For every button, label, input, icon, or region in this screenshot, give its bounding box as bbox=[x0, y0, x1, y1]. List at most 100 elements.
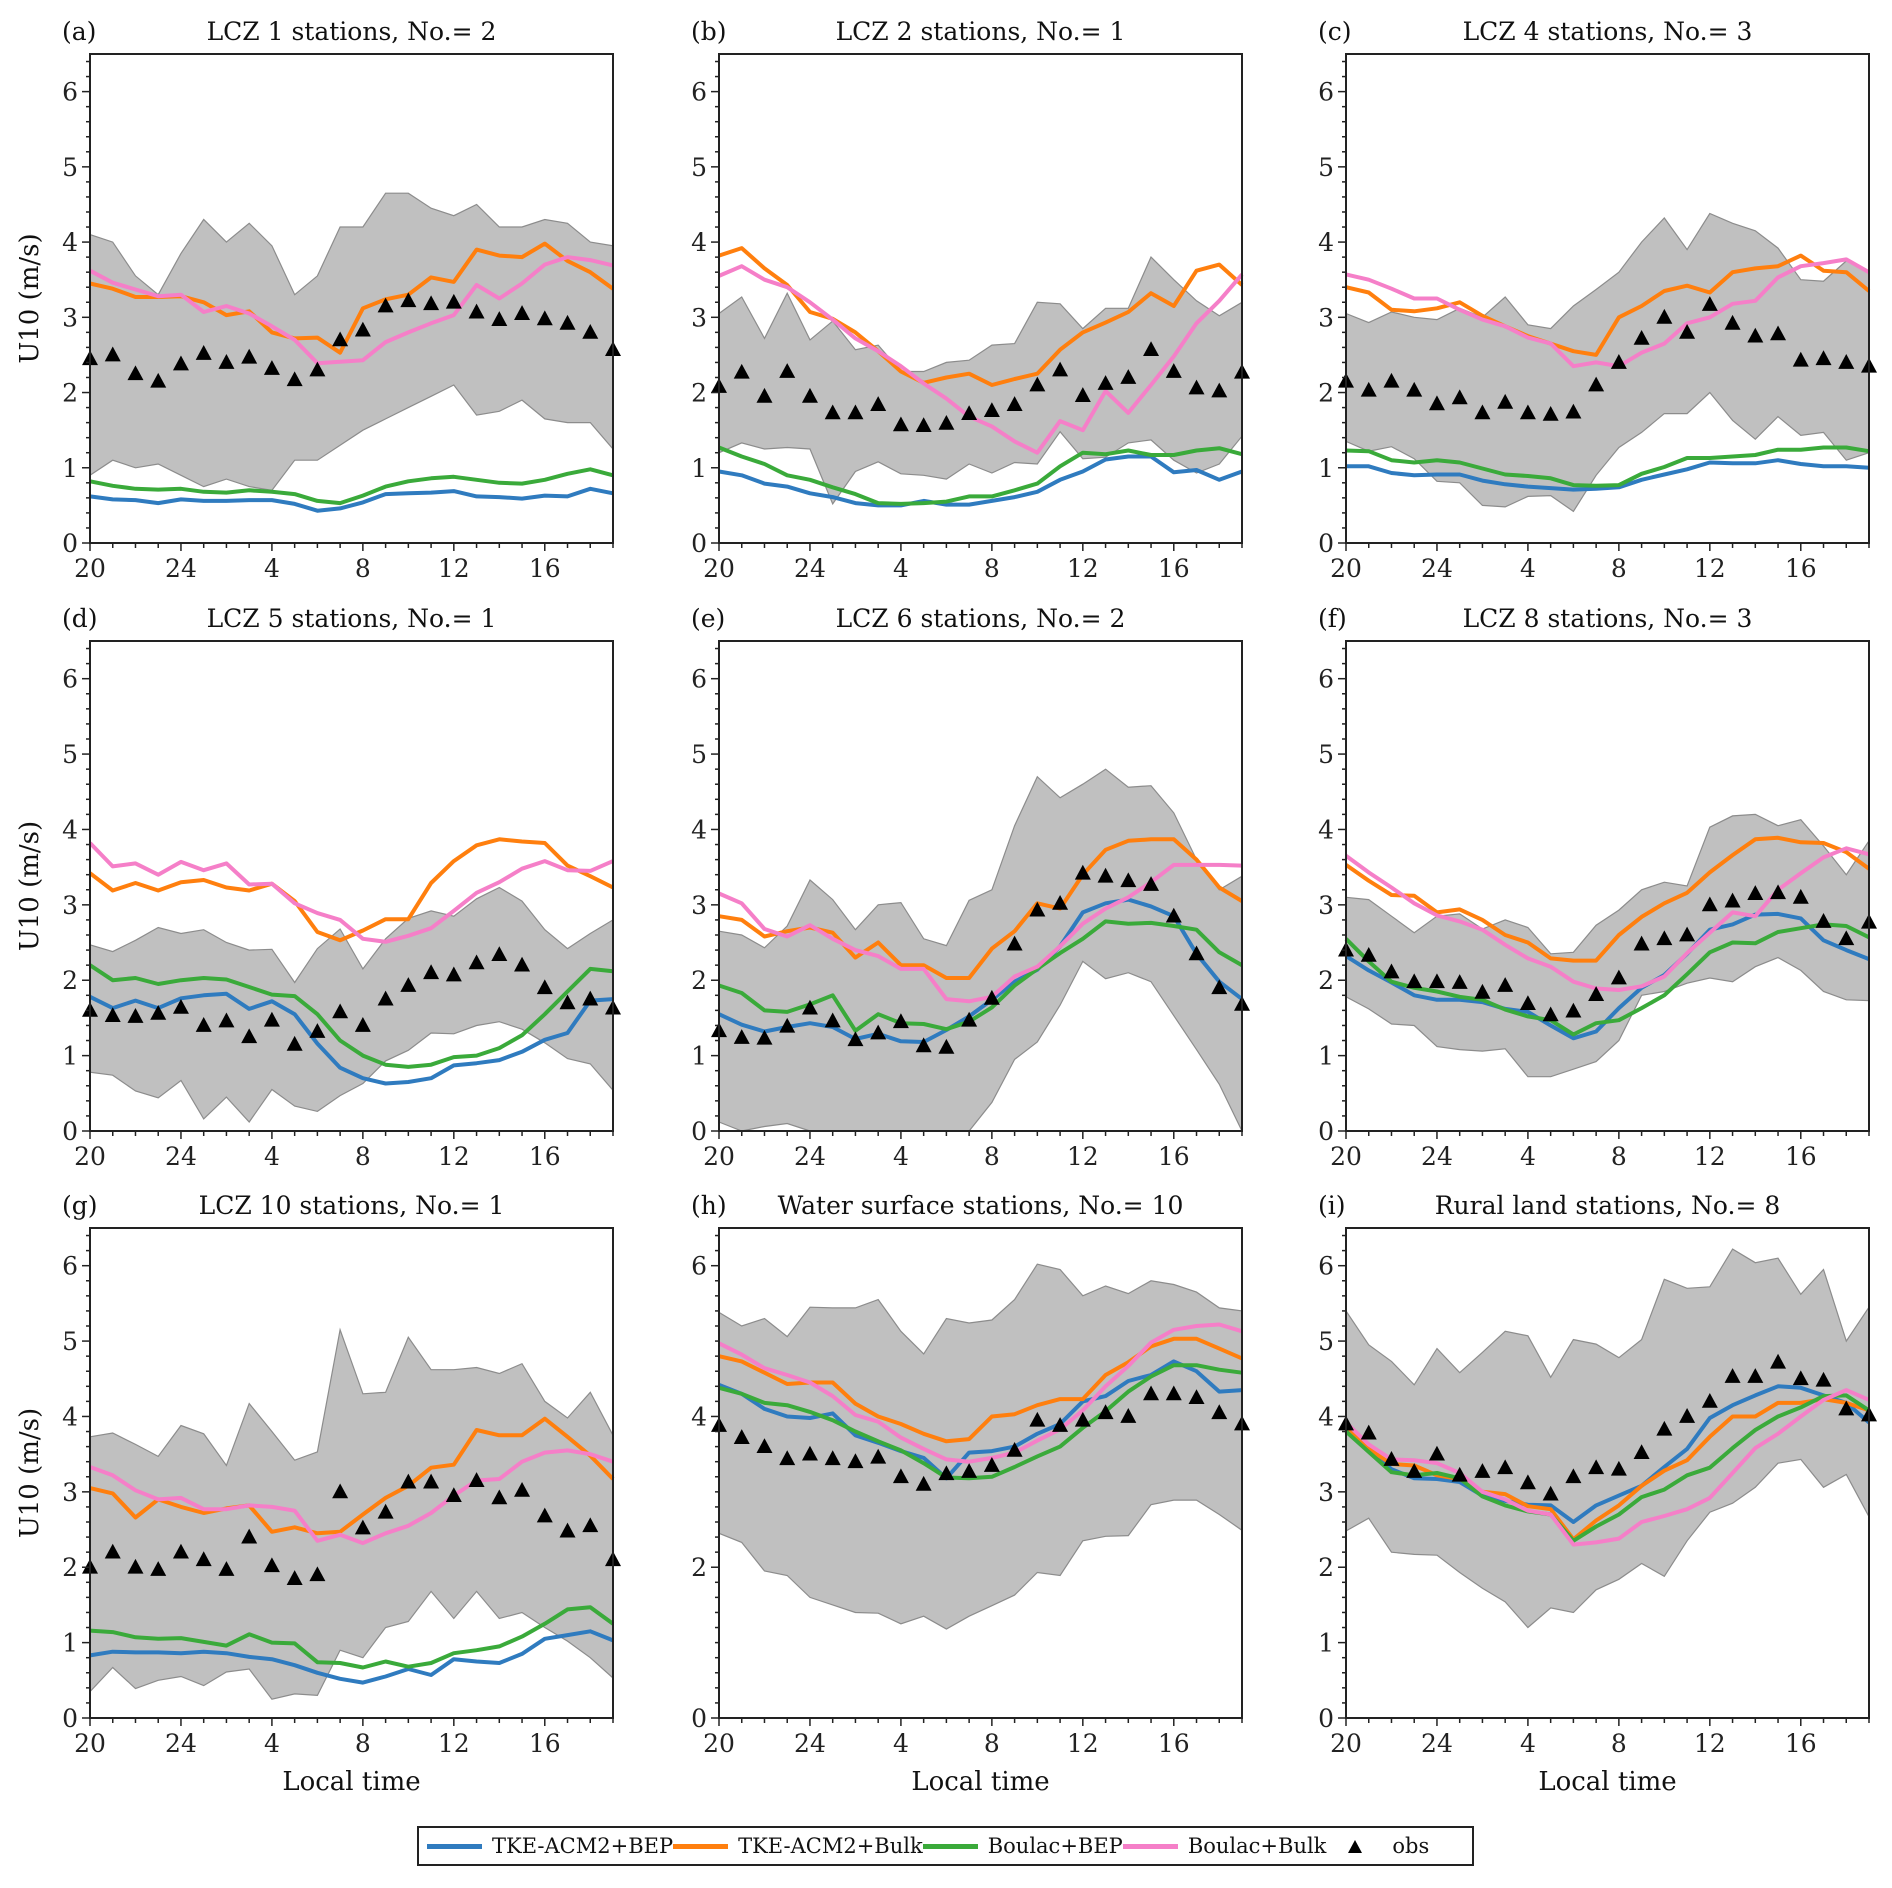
series-line-boulac-bep bbox=[718, 919, 1243, 1033]
panel-tag: (c) bbox=[1318, 17, 1352, 46]
panel-tag: (a) bbox=[62, 17, 96, 46]
y-tick-label: 6 bbox=[1318, 665, 1334, 694]
x-tick-label: 12 bbox=[1067, 1142, 1099, 1171]
series-line-boulac-bep bbox=[718, 1363, 1243, 1481]
y-tick-label: 1 bbox=[62, 1629, 78, 1658]
panel-tag: (i) bbox=[1318, 1191, 1346, 1220]
obs-point bbox=[733, 363, 750, 379]
obs-point bbox=[400, 292, 417, 308]
obs-point bbox=[1724, 314, 1741, 330]
obs-point bbox=[127, 365, 144, 381]
obs-point bbox=[468, 954, 485, 970]
x-tick-label: 12 bbox=[1694, 554, 1726, 583]
obs-point bbox=[1360, 381, 1377, 397]
spread-band bbox=[718, 1263, 1243, 1630]
x-tick-label: 16 bbox=[1158, 1142, 1190, 1171]
obs-point bbox=[779, 1450, 796, 1466]
y-tick-label: 4 bbox=[62, 228, 78, 257]
x-tick-label: 4 bbox=[893, 1729, 909, 1758]
x-tick-label: 4 bbox=[264, 1142, 280, 1171]
obs-point bbox=[801, 999, 818, 1015]
obs-point bbox=[354, 321, 371, 337]
obs-point bbox=[218, 1561, 235, 1576]
obs-point bbox=[1610, 1460, 1627, 1476]
x-tick-label: 4 bbox=[1520, 1142, 1536, 1171]
x-tick-label: 4 bbox=[264, 1729, 280, 1758]
obs-point bbox=[377, 1503, 394, 1519]
obs-point bbox=[1383, 1451, 1400, 1466]
x-tick-label: 20 bbox=[74, 1729, 106, 1758]
y-tick-label: 4 bbox=[62, 1402, 78, 1431]
series-line-boulac-bep bbox=[89, 467, 614, 506]
x-tick-label: 20 bbox=[1330, 1142, 1362, 1171]
obs-point bbox=[1428, 973, 1445, 989]
y-tick-label: 5 bbox=[62, 740, 78, 769]
obs-point bbox=[892, 1013, 909, 1029]
obs-point bbox=[468, 303, 485, 319]
y-axis-label: U10 (m/s) bbox=[15, 821, 45, 951]
series-line-boulac-bep bbox=[1345, 445, 1870, 488]
obs-point bbox=[1679, 1408, 1696, 1423]
y-tick-label: 0 bbox=[691, 529, 707, 558]
series-line-boulac-bulk bbox=[89, 1448, 614, 1546]
x-tick-label: 20 bbox=[74, 554, 106, 583]
y-tick-label: 0 bbox=[62, 529, 78, 558]
obs-point bbox=[870, 1024, 887, 1040]
obs-point bbox=[491, 946, 508, 961]
obs-point bbox=[1656, 930, 1673, 946]
obs-point bbox=[241, 1528, 258, 1544]
obs-point bbox=[1474, 404, 1491, 420]
obs-point bbox=[938, 1038, 955, 1054]
obs-point bbox=[1633, 935, 1650, 951]
obs-point bbox=[756, 387, 773, 403]
x-tick-label: 12 bbox=[1067, 1729, 1099, 1758]
x-tick-label: 8 bbox=[355, 554, 371, 583]
y-tick-label: 3 bbox=[1318, 891, 1334, 920]
obs-point bbox=[286, 1570, 303, 1585]
y-tick-label: 5 bbox=[1318, 1327, 1334, 1356]
y-tick-label: 4 bbox=[62, 815, 78, 844]
obs-point bbox=[1610, 969, 1627, 985]
y-tick-label: 6 bbox=[691, 665, 707, 694]
legend: TKE-ACM2+BEP TKE-ACM2+Bulk Boulac+BEP Bo… bbox=[417, 1826, 1474, 1866]
obs-point bbox=[1838, 1400, 1855, 1416]
y-tick-label: 1 bbox=[62, 454, 78, 483]
obs-point bbox=[983, 989, 1000, 1005]
obs-point bbox=[354, 1017, 371, 1032]
obs-point bbox=[1588, 986, 1605, 1001]
obs-point bbox=[1565, 1468, 1582, 1484]
obs-point bbox=[536, 1507, 553, 1523]
x-tick-label: 16 bbox=[529, 1729, 561, 1758]
x-tick-label: 24 bbox=[1421, 1142, 1453, 1171]
x-axis-label: Local time bbox=[911, 1767, 1049, 1797]
x-tick-label: 16 bbox=[1785, 1729, 1817, 1758]
series-line-tke-bep bbox=[1346, 458, 1870, 492]
obs-point bbox=[1143, 876, 1160, 891]
x-tick-label: 16 bbox=[1785, 1142, 1817, 1171]
obs-point bbox=[1451, 1466, 1468, 1482]
obs-point bbox=[870, 396, 887, 411]
obs-point bbox=[1588, 1459, 1605, 1475]
series-line-tke-bulk bbox=[88, 837, 614, 943]
series-line-boulac-bep bbox=[88, 963, 614, 1069]
obs-point bbox=[582, 1517, 599, 1533]
x-tick-label: 24 bbox=[1421, 554, 1453, 583]
obs-point bbox=[1474, 983, 1491, 999]
obs-point bbox=[354, 1519, 371, 1535]
obs-point bbox=[309, 1023, 326, 1038]
x-tick-label: 8 bbox=[984, 1142, 1000, 1171]
obs-point bbox=[1724, 892, 1741, 908]
obs-point bbox=[582, 323, 599, 339]
y-tick-label: 2 bbox=[1318, 966, 1334, 995]
obs-point bbox=[491, 1489, 508, 1505]
obs-point bbox=[1701, 896, 1718, 912]
x-tick-label: 12 bbox=[1694, 1729, 1726, 1758]
y-tick-label: 3 bbox=[62, 303, 78, 332]
y-axis-label: U10 (m/s) bbox=[15, 233, 45, 363]
y-tick-label: 0 bbox=[1318, 1117, 1334, 1146]
